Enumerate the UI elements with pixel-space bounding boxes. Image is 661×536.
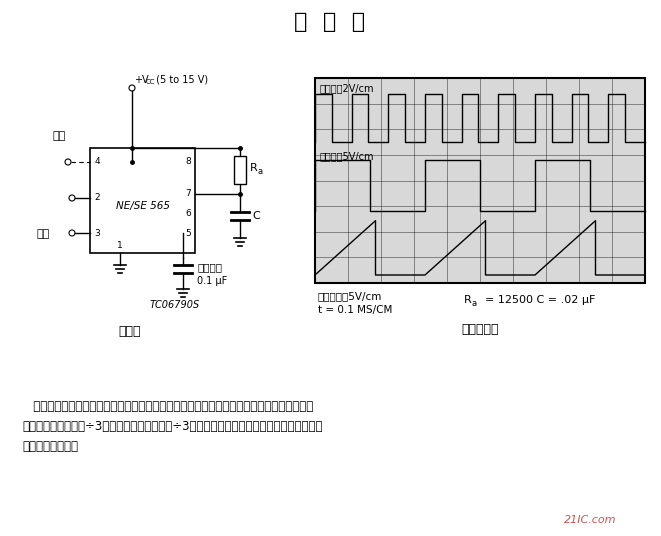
Text: 5: 5 — [185, 228, 191, 237]
Text: R: R — [250, 163, 258, 173]
Text: 控制电压: 控制电压 — [197, 262, 222, 272]
Text: TC06790S: TC06790S — [150, 300, 200, 310]
Text: C: C — [252, 211, 260, 221]
Bar — [90, 148, 195, 253]
Text: a: a — [258, 167, 263, 175]
Text: 次触发这一现象。: 次触发这一现象。 — [22, 440, 78, 453]
Text: 输入电压2V/cm: 输入电压2V/cm — [320, 83, 375, 93]
Text: 8: 8 — [185, 158, 191, 167]
Bar — [315, 78, 645, 283]
Text: (5 to 15 V): (5 to 15 V) — [153, 75, 208, 85]
Text: CC: CC — [146, 79, 155, 85]
Text: 1: 1 — [117, 241, 123, 249]
Text: 21IC.com: 21IC.com — [564, 515, 616, 525]
Text: 7: 7 — [185, 190, 191, 198]
Text: 输出: 输出 — [37, 229, 50, 239]
Text: 输出电压5V/cm: 输出电压5V/cm — [320, 151, 375, 161]
Text: t = 0.1 MS/CM: t = 0.1 MS/CM — [318, 305, 393, 315]
Text: 0.1 μF: 0.1 μF — [197, 276, 227, 286]
Text: 复位: 复位 — [53, 131, 66, 141]
Text: 中示出了定时器用作÷3分频器时的波形。这种÷3分频器利用了该电路在定时周期内不会被再: 中示出了定时器用作÷3分频器时的波形。这种÷3分频器利用了该电路在定时周期内不会… — [22, 420, 323, 433]
Text: +V: +V — [134, 75, 149, 85]
Text: 4: 4 — [94, 158, 100, 167]
Bar — [234, 156, 246, 184]
Text: 原理图: 原理图 — [119, 325, 141, 338]
Text: = 12500 C = .02 μF: = 12500 C = .02 μF — [477, 295, 595, 305]
Text: 2: 2 — [94, 193, 100, 203]
Text: R: R — [463, 295, 471, 305]
Text: 电容器电压5V/cm: 电容器电压5V/cm — [318, 291, 382, 301]
Text: 预期的波形: 预期的波形 — [461, 323, 499, 336]
Text: 6: 6 — [185, 209, 191, 218]
Text: 分  频  器: 分 频 器 — [294, 12, 366, 32]
Text: NE/SE 565: NE/SE 565 — [116, 200, 169, 211]
Text: a: a — [471, 299, 477, 308]
Text: 如果输入频率是已知的，则可通过调节定时周期的长度，很容易地将定时器用作分频器。图: 如果输入频率是已知的，则可通过调节定时周期的长度，很容易地将定时器用作分频器。图 — [22, 400, 313, 413]
Text: 3: 3 — [94, 228, 100, 237]
